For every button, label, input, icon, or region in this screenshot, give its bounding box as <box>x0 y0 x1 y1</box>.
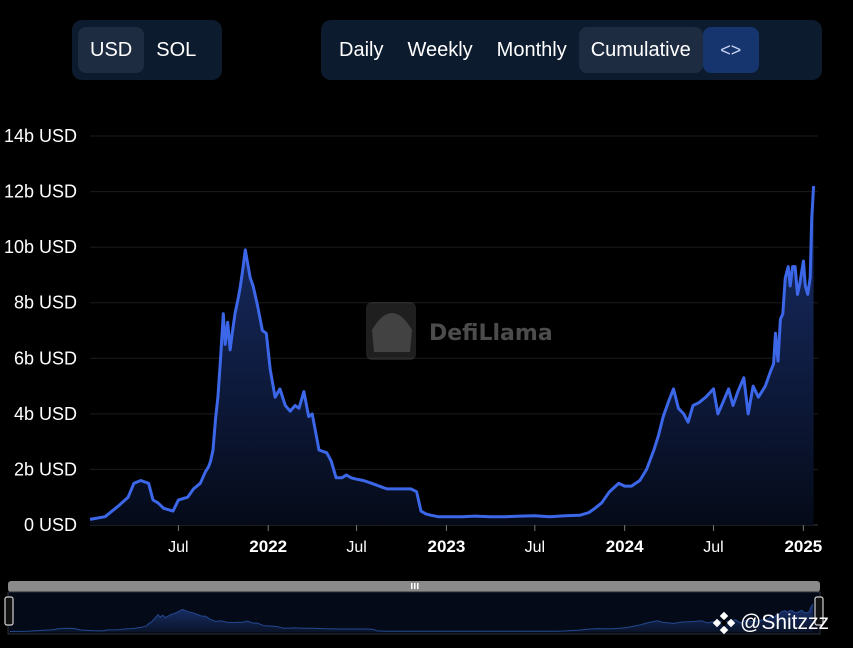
y-tick-label: 12b USD <box>4 182 77 202</box>
y-tick-label: 2b USD <box>14 459 77 479</box>
x-tick-label: 2025 <box>784 537 822 556</box>
brush-left-handle[interactable] <box>4 596 14 626</box>
brush-right-handle[interactable] <box>814 596 824 626</box>
credit-text: @Shitzzz <box>740 611 830 634</box>
mini-area <box>10 604 814 632</box>
llama-logo-icon <box>366 302 416 360</box>
x-tick-label: Jul <box>168 539 188 556</box>
y-tick-label: 14b USD <box>4 126 77 146</box>
x-tick-label: 2024 <box>606 537 644 556</box>
range-cumulative-button[interactable]: Cumulative <box>578 27 703 73</box>
y-tick-label: 0 USD <box>24 515 77 535</box>
brush-grip-icon <box>411 583 419 589</box>
code-brackets-icon: <> <box>720 39 742 60</box>
range-monthly-button[interactable]: Monthly <box>496 38 567 61</box>
watermark-text: DefiLlama <box>429 321 553 346</box>
range-toggle: Daily Weekly Monthly Cumulative <> <box>321 20 822 80</box>
range-brush[interactable] <box>4 581 824 635</box>
x-tick-label: Jul <box>703 539 723 556</box>
x-tick-label: Jul <box>346 539 366 556</box>
currency-sol-button[interactable]: SOL <box>156 38 197 61</box>
y-tick-label: 6b USD <box>14 348 77 368</box>
x-tick-label: 2022 <box>249 537 287 556</box>
range-weekly-button[interactable]: Weekly <box>407 38 473 61</box>
currency-usd-button[interactable]: USD <box>78 27 145 73</box>
defillama-watermark: DefiLlama <box>366 302 553 360</box>
currency-toggle: USD SOL <box>72 20 222 80</box>
y-tick-label: 10b USD <box>4 237 77 257</box>
binance-logo-icon <box>712 611 736 635</box>
credit-watermark: @Shitzzz <box>712 611 829 635</box>
x-tick-label: Jul <box>525 539 545 556</box>
area-fill <box>90 186 814 525</box>
x-tick-label: 2023 <box>428 537 466 556</box>
y-axis: 0 USD 2b USD 4b USD 6b USD 8b USD 10b USD 12b … <box>4 126 77 535</box>
y-tick-label: 8b USD <box>14 293 77 313</box>
series-line <box>89 185 816 521</box>
y-tick-label: 4b USD <box>14 404 77 424</box>
embed-button[interactable]: <> <box>702 27 759 73</box>
mini-line <box>9 603 814 632</box>
range-daily-button[interactable]: Daily <box>339 38 384 61</box>
x-axis: Jul 2022 Jul 2023 Jul 2024 Jul 2025 <box>168 525 822 556</box>
